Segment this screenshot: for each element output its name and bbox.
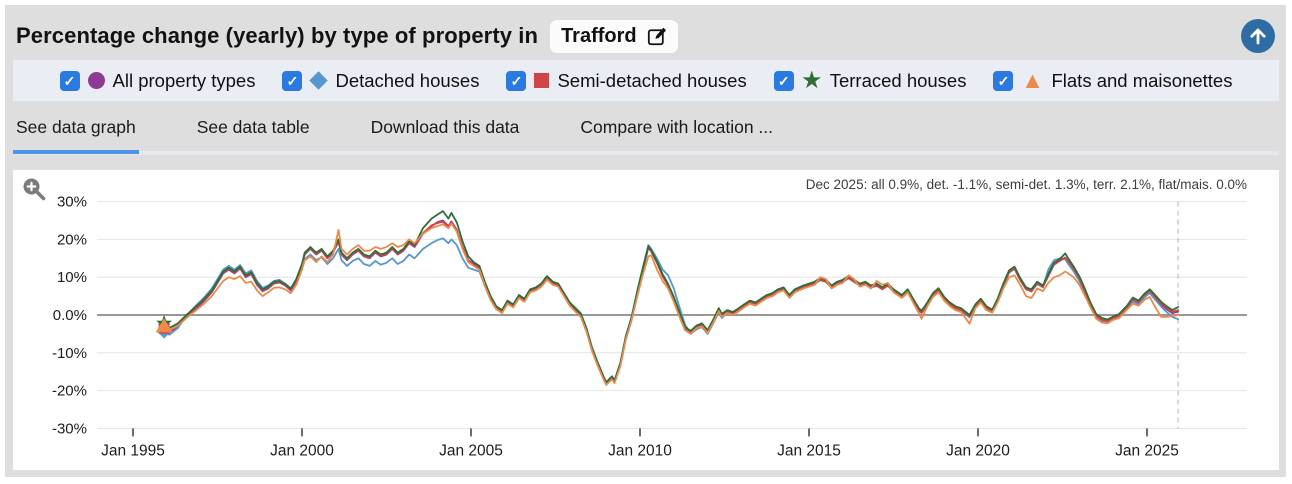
legend-label: All property types <box>112 69 256 91</box>
header-bar: Percentage change (yearly) by type of pr… <box>16 13 1275 59</box>
y-axis-tick-label: 30% <box>57 194 87 211</box>
square-icon <box>534 73 550 88</box>
x-axis-tick-label: Jan 2005 <box>439 442 503 459</box>
circle-icon <box>87 72 105 89</box>
legend-label: Semi-detached houses <box>557 69 747 91</box>
y-axis-tick-label: -20% <box>52 383 87 400</box>
tab-see-data-graph[interactable]: See data graph <box>13 103 139 154</box>
star-icon: ★ <box>800 67 823 94</box>
check-icon: ✓ <box>997 72 1010 89</box>
chart-card: 30% 20% 10% 0.0% -10% -20% -30% Jan 1995 Jan 200… <box>13 170 1279 470</box>
tab-compare-with-location[interactable]: Compare with location ... <box>580 117 774 137</box>
series-line-terraced-houses <box>163 210 1179 384</box>
check-icon: ✓ <box>63 72 76 89</box>
series-start-triangle-icon <box>155 318 173 333</box>
checkbox-detached-houses[interactable]: ✓ <box>282 70 303 91</box>
arrow-up-icon <box>1250 28 1266 45</box>
x-axis-tick-label: Jan 1995 <box>101 442 165 459</box>
triangle-icon: ▲ <box>1021 67 1044 93</box>
page-title: Percentage change (yearly) by type of pr… <box>16 23 539 48</box>
legend-label: Flats and maisonettes <box>1051 69 1233 91</box>
tab-see-data-table[interactable]: See data table <box>196 117 310 137</box>
x-axis-tick-label: Jan 2010 <box>608 442 672 459</box>
legend-item-all-property-types[interactable]: ✓ All property types <box>59 69 256 92</box>
scroll-top-button[interactable] <box>1241 19 1275 53</box>
y-axis-tick-label: -10% <box>52 345 87 362</box>
x-axis-tick-label: Jan 2000 <box>270 442 334 459</box>
legend-item-detached-houses[interactable]: ✓ Detached houses <box>282 70 479 92</box>
y-axis-tick-label: 0.0% <box>53 307 87 324</box>
y-axis-tick-label: 20% <box>57 231 87 248</box>
chart-svg[interactable]: 30% 20% 10% 0.0% -10% -20% -30% Jan 1995 Jan 200… <box>13 170 1279 470</box>
series-line-detached-houses <box>163 237 1179 384</box>
check-icon: ✓ <box>286 72 299 89</box>
location-name: Trafford <box>561 24 637 47</box>
legend-bar: ✓ All property types ✓ Detached houses ✓ Se… <box>13 60 1279 101</box>
latest-values-annotation: Dec 2025: all 0.9%, det. -1.1%, semi-det… <box>805 177 1247 192</box>
zoom-in-icon[interactable] <box>22 177 46 201</box>
legend-label: Terraced houses <box>829 69 967 91</box>
series-line-semi-detached-houses <box>163 220 1179 385</box>
checkbox-all-property-types[interactable]: ✓ <box>59 70 80 91</box>
x-axis-tick-label: Jan 2025 <box>1115 442 1179 459</box>
app-panel: Percentage change (yearly) by type of pr… <box>5 5 1286 477</box>
tab-download-this-data[interactable]: Download this data <box>370 117 520 137</box>
y-axis-tick-label: 10% <box>57 269 87 286</box>
checkbox-terraced-houses[interactable]: ✓ <box>773 70 794 91</box>
legend-item-terraced-houses[interactable]: ✓ ★ Terraced houses <box>773 67 967 94</box>
x-axis-tick-label: Jan 2020 <box>946 442 1010 459</box>
edit-icon[interactable] <box>646 26 667 47</box>
check-icon: ✓ <box>510 72 523 89</box>
legend-item-semi-detached-houses[interactable]: ✓ Semi-detached houses <box>506 69 747 92</box>
checkbox-semi-detached-houses[interactable]: ✓ <box>506 70 527 91</box>
checkbox-flats-and-maisonettes[interactable]: ✓ <box>993 70 1014 91</box>
legend-item-flats-and-maisonettes[interactable]: ✓ ▲ Flats and maisonettes <box>993 67 1233 93</box>
y-axis-tick-label: -30% <box>52 420 87 437</box>
legend-label: Detached houses <box>335 69 480 91</box>
tab-bar: See data graph See data table Download t… <box>13 102 1279 155</box>
diamond-icon <box>309 71 329 90</box>
location-chip[interactable]: Trafford <box>550 19 678 53</box>
series-line-all-property-types <box>163 219 1179 384</box>
x-axis-tick-label: Jan 2015 <box>777 442 841 459</box>
check-icon: ✓ <box>777 72 790 89</box>
series-line-flats-and-maisonettes <box>163 222 1179 386</box>
